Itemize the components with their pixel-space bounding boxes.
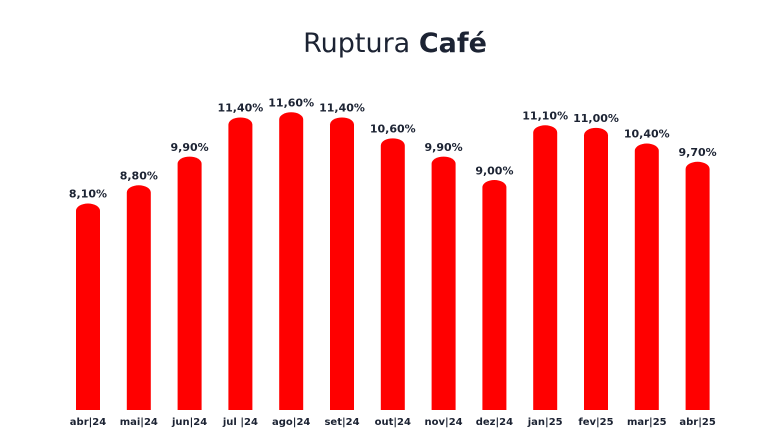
title-part: Ruptura — [303, 28, 410, 59]
value-label: 9,70% — [679, 146, 717, 159]
bar — [533, 125, 558, 410]
x-tick-label: mai|24 — [120, 417, 158, 428]
value-label: 8,80% — [120, 169, 158, 182]
x-tick-label: abr|24 — [70, 417, 106, 428]
x-tick-label: abr|25 — [679, 417, 715, 428]
bar — [228, 117, 253, 410]
value-label: 10,40% — [624, 128, 670, 141]
chart-title: Ruptura Café — [303, 28, 487, 59]
x-tick-label: jul |24 — [222, 417, 258, 428]
value-label: 9,00% — [475, 164, 513, 177]
x-tick-label: nov|24 — [425, 417, 463, 428]
x-tick-label: dez|24 — [476, 417, 513, 428]
x-tick-label: mar|25 — [627, 417, 667, 428]
x-tick-label: ago|24 — [272, 417, 310, 428]
value-label: 11,60% — [268, 96, 314, 109]
bar — [634, 143, 659, 411]
bar — [482, 180, 507, 410]
value-label: 10,60% — [370, 123, 416, 136]
bar — [380, 138, 405, 411]
bar — [76, 203, 100, 410]
title-part: Café — [419, 28, 487, 59]
bar — [431, 156, 456, 410]
x-tick-label: fev|25 — [578, 417, 613, 428]
bar — [330, 117, 354, 410]
x-tick-label: set|24 — [324, 417, 359, 428]
bar — [177, 156, 202, 410]
x-tick-label: jun|24 — [171, 417, 207, 428]
value-label: 11,40% — [319, 102, 365, 115]
bar — [685, 161, 710, 410]
bar — [584, 127, 608, 410]
bar — [279, 112, 304, 410]
x-tick-label: jan|25 — [527, 417, 563, 428]
value-label: 9,90% — [171, 141, 209, 154]
value-label: 9,90% — [425, 141, 463, 154]
value-label: 11,10% — [522, 109, 568, 122]
bar — [126, 185, 151, 410]
value-label: 11,00% — [573, 112, 619, 125]
value-label: 11,40% — [217, 102, 263, 115]
value-label: 8,10% — [69, 188, 107, 201]
x-tick-label: out|24 — [375, 417, 411, 428]
